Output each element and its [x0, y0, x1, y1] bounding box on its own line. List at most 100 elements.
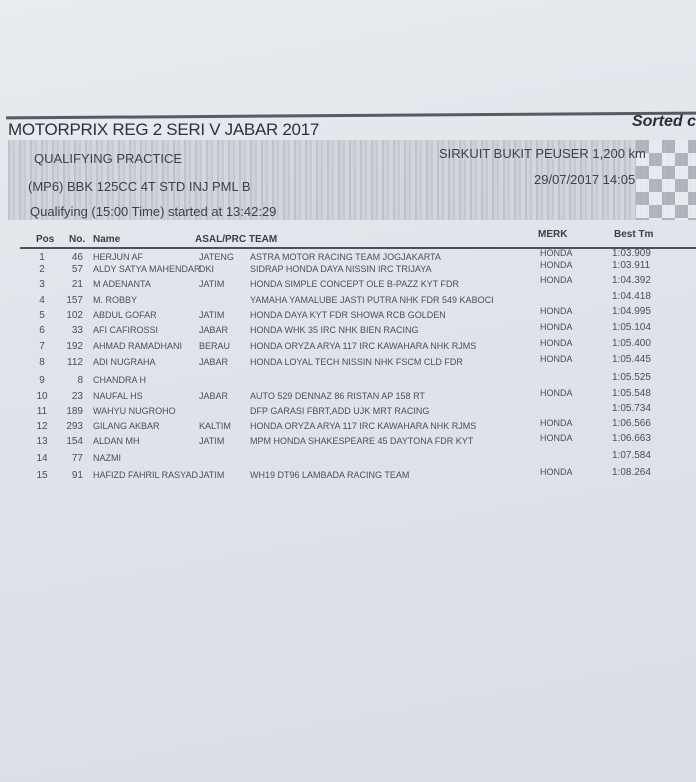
cell-asal: JATENG — [199, 252, 234, 262]
cell-merk: HONDA — [540, 418, 573, 429]
table-row: 2 57 ALDY SATYA MAHENDAR DKI SIDRAP HONDA DA… — [0, 260, 696, 279]
cell-name: AHMAD RAMADHANI — [93, 341, 183, 351]
cell-pos: 3 — [39, 279, 45, 290]
table-row: 15 91 HAFIZD FAHRIL RASYAD JATIM WH19 DT96 L… — [0, 467, 696, 485]
cell-team: AUTO 529 DENNAZ 86 RISTAN AP 158 RT — [250, 391, 425, 401]
cell-name: WAHYU NUGROHO — [93, 406, 176, 416]
class-name: (MP6) BBK 125CC 4T STD INJ PML B — [28, 179, 251, 194]
cell-no: 8 — [77, 375, 83, 386]
table-row: 8 112 ADI NUGRAHA JABAR HONDA LOYAL TECH NIS… — [0, 353, 696, 372]
cell-asal: JATIM — [199, 436, 225, 446]
cell-merk: HONDA — [540, 248, 573, 258]
cell-name: HAFIZD FAHRIL RASYAD — [93, 470, 199, 480]
checkered-flag-pattern — [636, 140, 696, 220]
cell-pos: 6 — [39, 325, 45, 336]
cell-pos: 10 — [36, 391, 48, 402]
cell-asal: DKI — [199, 264, 215, 274]
cell-pos: 7 — [39, 341, 45, 352]
cell-best: 1:05.525 — [612, 371, 651, 383]
cell-best: 1:04.418 — [612, 291, 651, 303]
cell-team: HONDA ORYZA ARYA 117 IRC KAWAHARA NHK RJ… — [250, 421, 477, 431]
cell-no: 102 — [66, 310, 83, 321]
cell-team: HONDA WHK 35 IRC NHK BIEN RACING — [250, 325, 419, 335]
cell-team: HONDA ORYZA ARYA 117 IRC KAWAHARA NHK RJ… — [250, 341, 477, 351]
cell-no: 154 — [66, 436, 83, 447]
cell-best: 1:04.392 — [612, 275, 651, 287]
cell-name: AFI CAFIROSSI — [93, 325, 159, 335]
table-row: 9 8 CHANDRA H 1:05.525 — [0, 371, 696, 390]
cell-name: M. ROBBY — [93, 295, 138, 305]
cell-best: 1:03.911 — [612, 260, 651, 272]
table-row: 4 157 M. ROBBY YAMAHA YAMALUBE JASTI PUTRA … — [0, 291, 696, 310]
cell-best: 1:03.909 — [612, 248, 651, 259]
cell-best: 1:04.995 — [612, 306, 651, 318]
col-pos: Pos — [36, 234, 55, 245]
cell-asal: JABAR — [199, 357, 229, 367]
col-name: Name — [93, 234, 121, 245]
col-asal-team: ASAL/PRC TEAM — [195, 234, 278, 245]
cell-merk: HONDA — [540, 353, 573, 364]
table-row: 14 77 NAZMI 1:07.584 — [0, 450, 696, 468]
table-row: 11 189 WAHYU NUGROHO DFP GARASI FBRT,ADD UJ… — [0, 403, 696, 421]
cell-best: 1:05.400 — [612, 337, 651, 349]
top-rule — [5, 111, 696, 120]
cell-team: WH19 DT96 LAMBADA RACING TEAM — [250, 470, 410, 480]
cell-no: 91 — [71, 470, 83, 481]
cell-name: NAUFAL HS — [93, 391, 143, 401]
cell-merk: HONDA — [540, 337, 573, 348]
cell-best: 1:06.566 — [612, 418, 651, 430]
cell-best: 1:07.584 — [612, 450, 651, 462]
cell-best: 1:06.663 — [612, 433, 651, 445]
table-row: 3 21 M ADENANTA JATIM HONDA SIMPLE CONCEPT O… — [0, 275, 696, 294]
cell-pos: 14 — [36, 453, 48, 464]
session-start: Qualifying (15:00 Time) started at 13:42… — [30, 204, 277, 219]
cell-best: 1:05.548 — [612, 387, 651, 399]
report-datetime: 29/07/2017 14:05 — [534, 172, 636, 187]
table-row: 1 46 HERJUN AF JATENG ASTRA MOTOR RACING TEA… — [0, 248, 696, 267]
cell-merk: HONDA — [540, 321, 573, 332]
col-no: No. — [69, 234, 86, 245]
col-best: Best Tm — [614, 229, 654, 240]
cell-pos: 5 — [39, 310, 45, 321]
cell-merk: HONDA — [540, 433, 573, 444]
cell-pos: 2 — [39, 264, 45, 275]
cell-name: NAZMI — [93, 453, 121, 463]
table-row: 7 192 AHMAD RAMADHANI BERAU HONDA ORYZA ARYA… — [0, 337, 696, 356]
cell-pos: 1 — [39, 252, 45, 263]
table-row: 10 23 NAUFAL HS JABAR AUTO 529 DENNAZ 86 RIS… — [0, 387, 696, 406]
cell-team: HONDA DAYA KYT FDR SHOWA RCB GOLDEN — [250, 310, 446, 320]
cell-merk: HONDA — [540, 387, 573, 398]
cell-pos: 9 — [39, 375, 45, 386]
cell-no: 293 — [66, 421, 83, 432]
event-title: MOTORPRIX REG 2 SERI V JABAR 2017 — [8, 120, 320, 139]
cell-name: ABDUL GOFAR — [93, 310, 157, 320]
cell-asal: JABAR — [199, 391, 229, 401]
cell-team: MPM HONDA SHAKESPEARE 45 DAYTONA FDR KYT — [250, 436, 474, 446]
circuit-name: SIRKUIT BUKIT PEUSER 1,200 km — [439, 146, 646, 161]
cell-team: SIDRAP HONDA DAYA NISSIN IRC TRIJAYA — [250, 264, 432, 274]
cell-no: 189 — [66, 406, 83, 417]
cell-best: 1:05.734 — [612, 403, 651, 414]
cell-merk: HONDA — [540, 467, 573, 478]
cell-asal: JABAR — [199, 325, 229, 335]
cell-pos: 8 — [39, 357, 45, 368]
cell-no: 112 — [67, 357, 83, 368]
table-row: 12 293 GILANG AKBAR KALTIM HONDA ORYZA ARYA … — [0, 418, 696, 436]
cell-pos: 15 — [36, 470, 48, 481]
cell-name: GILANG AKBAR — [93, 421, 160, 431]
cell-no: 21 — [71, 279, 83, 290]
cell-team: ASTRA MOTOR RACING TEAM JOGJAKARTA — [250, 252, 441, 262]
cell-name: ALDAN MH — [93, 436, 140, 446]
cell-no: 57 — [71, 264, 83, 275]
cell-asal: JATIM — [199, 279, 225, 289]
cell-team: YAMAHA YAMALUBE JASTI PUTRA NHK FDR 549 … — [250, 295, 494, 305]
table-row: 13 154 ALDAN MH JATIM MPM HONDA SHAKESPEARE … — [0, 433, 696, 451]
cell-no: 46 — [71, 252, 83, 263]
col-merk: MERK — [538, 229, 568, 240]
cell-asal: JATIM — [199, 310, 225, 320]
cell-best: 1:05.445 — [612, 353, 651, 365]
cell-team: DFP GARASI FBRT,ADD UJK MRT RACING — [250, 406, 430, 416]
cell-asal: BERAU — [199, 341, 231, 351]
header-rule — [20, 247, 696, 249]
sorted-label: Sorted c — [631, 113, 696, 130]
